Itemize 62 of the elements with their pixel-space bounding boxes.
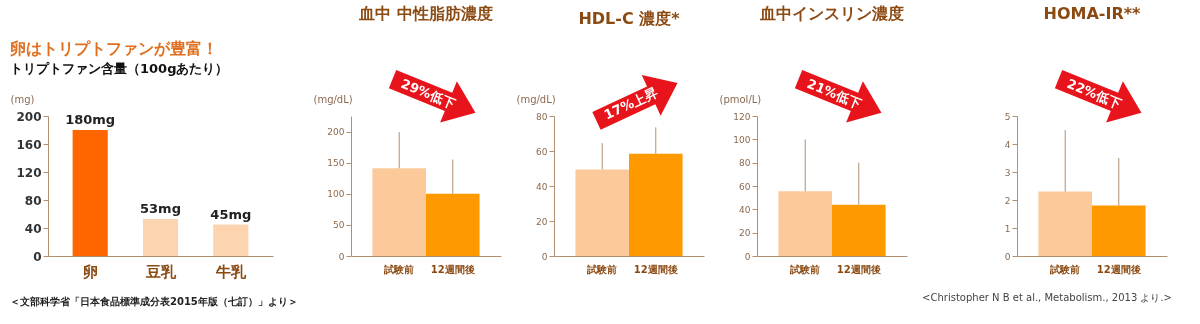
y-tick-label: 120 xyxy=(16,165,42,180)
x-tick-label: 試験前 xyxy=(1049,263,1081,275)
y-tick-label: 160 xyxy=(16,137,42,152)
y-axis-title: (mg) xyxy=(10,93,35,105)
bar xyxy=(72,130,108,256)
chart-title: 卵はトリプトファンが豊富！ xyxy=(9,39,218,58)
y-tick-label: 80 xyxy=(24,193,42,208)
text: 22%低下 xyxy=(1064,75,1124,112)
y-tick-label: 0 xyxy=(1004,251,1011,262)
data-label: 53mg xyxy=(140,200,181,216)
x-tick-label: 試験前 xyxy=(586,263,618,275)
y-tick-label: 20 xyxy=(536,216,548,227)
y-tick-label: 150 xyxy=(327,158,345,169)
x-tick-label: 卵 xyxy=(81,262,98,281)
y-tick-label: 60 xyxy=(536,146,548,157)
x-tick-label: 試験前 xyxy=(789,263,821,275)
x-tick-label: 12週間後 xyxy=(430,263,475,275)
y-tick-label: 60 xyxy=(739,181,751,192)
chart-title: 血中 中性脂肪濃度 xyxy=(358,4,493,24)
y-tick-label: 0 xyxy=(33,249,42,264)
text: <Christopher N B et al., Metabolism., 2013 より.> xyxy=(922,292,1172,303)
chart-title: HDL-C 濃度* xyxy=(578,9,681,29)
y-tick-label: 100 xyxy=(733,134,751,145)
text: ＜文部科学省「日本食品標準成分表2015年版（七訂）」より＞ xyxy=(10,296,298,307)
y-tick-label: 100 xyxy=(327,189,345,200)
y-tick-label: 1 xyxy=(1004,223,1011,234)
bar xyxy=(213,224,249,256)
data-label: 180mg xyxy=(65,112,116,127)
bar xyxy=(142,218,179,256)
x-tick-label: 12週間後 xyxy=(836,263,881,275)
y-tick-label: 80 xyxy=(739,158,751,169)
y-tick-label: 2 xyxy=(1004,195,1011,206)
x-tick-label: 豆乳 xyxy=(144,262,177,281)
y-axis-title: (mg/dL) xyxy=(516,93,556,105)
chart-title: HOMA-IR** xyxy=(1043,4,1142,24)
x-tick-label: 12週間後 xyxy=(633,263,678,275)
y-tick-label: 0 xyxy=(338,251,345,262)
text: 29%低下 xyxy=(398,75,458,112)
y-tick-label: 40 xyxy=(536,181,548,192)
y-axis-title: (pmol/L) xyxy=(719,93,762,105)
text: 21%低下 xyxy=(804,75,864,112)
y-tick-label: 40 xyxy=(739,204,751,215)
data-label: 45mg xyxy=(210,206,252,222)
annotation: 17%上昇 xyxy=(601,84,660,123)
y-tick-label: 0 xyxy=(541,251,548,262)
x-tick-label: 牛乳 xyxy=(214,262,247,281)
y-tick-label: 0 xyxy=(744,251,751,262)
x-tick-label: 12週間後 xyxy=(1096,263,1141,275)
y-axis-title: (mg/dL) xyxy=(313,93,353,105)
y-tick-label: 40 xyxy=(24,221,42,236)
chart-subtitle: トリプトファン含量（100gあたり） xyxy=(10,61,229,76)
y-tick-label: 50 xyxy=(333,220,345,231)
y-tick-label: 20 xyxy=(739,228,751,239)
chart-title: 血中インスリン濃度 xyxy=(759,4,904,24)
y-tick-label: 3 xyxy=(1004,167,1011,178)
y-tick-label: 120 xyxy=(733,111,751,122)
y-tick-label: 200 xyxy=(327,127,345,138)
y-tick-label: 200 xyxy=(16,109,42,124)
x-tick-label: 試験前 xyxy=(383,263,415,275)
y-tick-label: 80 xyxy=(536,111,548,122)
y-tick-label: 5 xyxy=(1004,111,1011,122)
y-tick-label: 4 xyxy=(1004,139,1011,150)
